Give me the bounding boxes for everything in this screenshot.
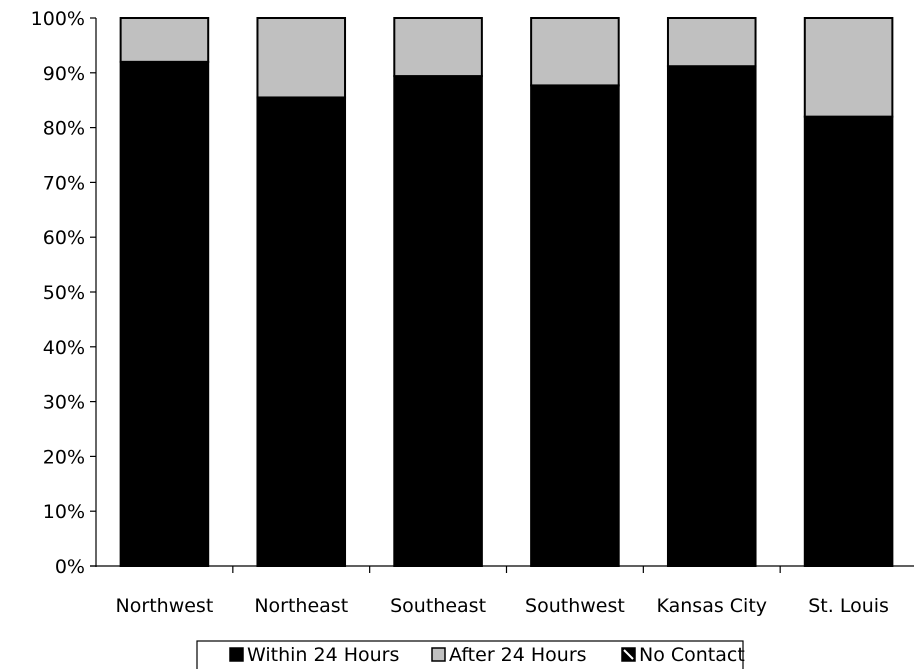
y-tick-label: 60% [43,227,85,249]
x-tick-label-southeast: Southeast [390,595,486,617]
y-tick-label: 20% [43,446,85,468]
x-tick-label-southwest: Southwest [525,595,625,617]
bar-after-24-hours-st-louis [803,17,894,118]
legend-swatch-hatch [623,649,634,660]
bar-after-24-hours-northeast [256,17,347,99]
legend-label-after-24-hours: After 24 Hours [449,644,587,666]
y-tick-label: 10% [43,501,85,523]
x-tick-label-kansas-city: Kansas City [656,595,767,617]
legend-box [196,640,744,669]
y-tick-label: 80% [43,118,85,140]
y-tick-label: 70% [43,172,85,194]
bar-after-24-hours-southwest [530,17,620,87]
y-tick-label: 0% [55,556,85,578]
bar-within-24-hours-northwest [119,60,210,568]
legend-swatch-after-24-hours [431,647,446,662]
y-tick-label: 90% [43,63,85,85]
bar-after-24-hours-southeast [393,17,483,78]
bar-within-24-hours-southwest [530,84,620,568]
y-tick-label: 30% [43,392,85,414]
bars-layer [119,17,894,568]
legend-label-within-24-hours: Within 24 Hours [247,644,399,666]
bar-within-24-hours-kansas-city [666,65,757,567]
legend: Within 24 Hours After 24 Hours No Contact [196,640,745,669]
bar-within-24-hours-northeast [256,96,347,568]
bar-after-24-hours-kansas-city [666,17,757,68]
bar-after-24-hours-northwest [119,17,210,63]
y-tick-label: 50% [43,282,85,304]
bar-within-24-hours-st-louis [803,115,894,567]
y-tick-label: 40% [43,337,85,359]
x-tick-label-northeast: Northeast [254,595,348,617]
axes-layer: Northwest Northeast Southeast Southwest Kans… [31,8,914,617]
bar-within-24-hours-southeast [393,75,483,567]
x-tick-label-northwest: Northwest [116,595,214,617]
x-tick-label-st-louis: St. Louis [808,595,889,617]
legend-label-no-contact: No Contact [639,644,745,666]
legend-swatch-within-24-hours [229,647,244,662]
y-tick-label: 100% [31,8,85,30]
